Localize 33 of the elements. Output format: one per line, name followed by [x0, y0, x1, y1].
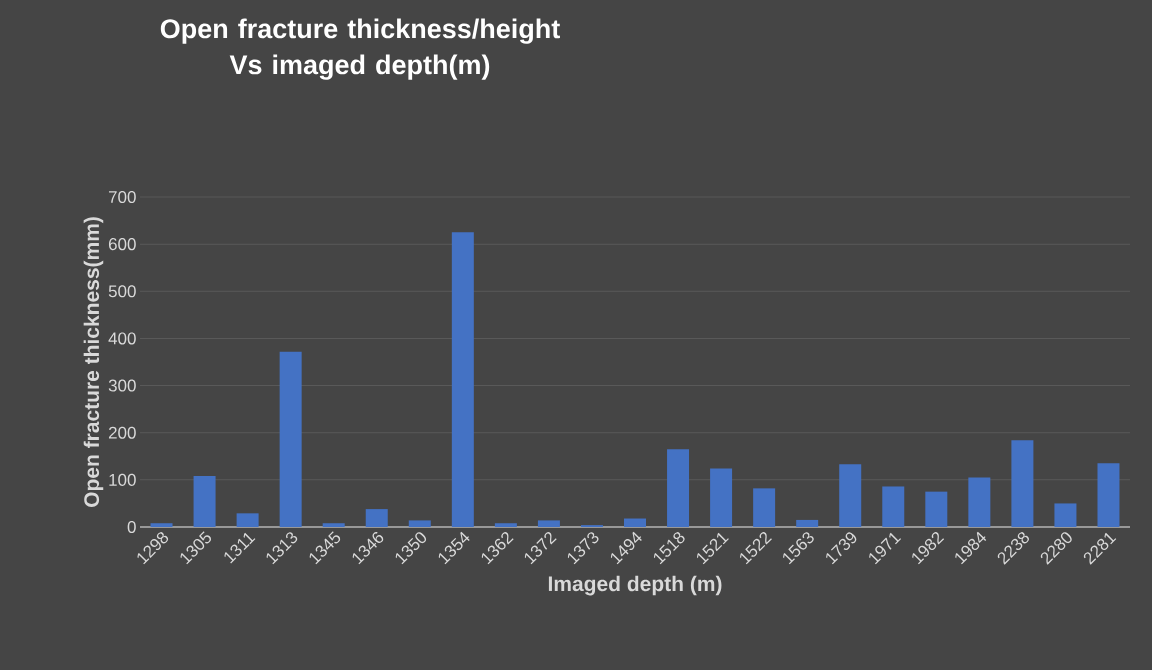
- bar: [667, 449, 690, 527]
- x-axis-title: Imaged depth (m): [548, 575, 722, 596]
- bar: [1097, 463, 1120, 527]
- y-tick-label: 300: [108, 379, 136, 392]
- y-tick-label: 500: [108, 285, 136, 298]
- bar: [322, 523, 345, 527]
- y-tick-label: 200: [108, 426, 136, 439]
- bar: [882, 486, 905, 527]
- bar: [365, 509, 388, 527]
- bar: [925, 491, 948, 527]
- bar: [494, 523, 517, 527]
- y-axis-title: Open fracture thickness(mm): [83, 217, 104, 508]
- bar: [624, 518, 646, 527]
- bar: [710, 468, 733, 527]
- y-tick-label: 400: [108, 332, 136, 345]
- chart-title: Open fracture thickness/height Vs imaged depth(m): [160, 18, 560, 80]
- bar: [537, 520, 560, 527]
- y-tick-label: 0: [127, 520, 136, 534]
- y-tick-label: 100: [109, 473, 136, 486]
- bar: [1011, 440, 1034, 527]
- bar: [150, 523, 173, 527]
- y-tick-label: 600: [108, 238, 136, 251]
- bar: [193, 476, 216, 527]
- bar: [236, 513, 259, 527]
- y-tick-label: 700: [108, 190, 136, 204]
- bar: [753, 488, 776, 527]
- bar: [796, 519, 819, 527]
- bar: [1054, 503, 1077, 527]
- bar: [408, 520, 431, 527]
- bar: [451, 232, 474, 527]
- bar: [968, 477, 991, 527]
- bar: [839, 464, 862, 527]
- bar: [279, 351, 302, 527]
